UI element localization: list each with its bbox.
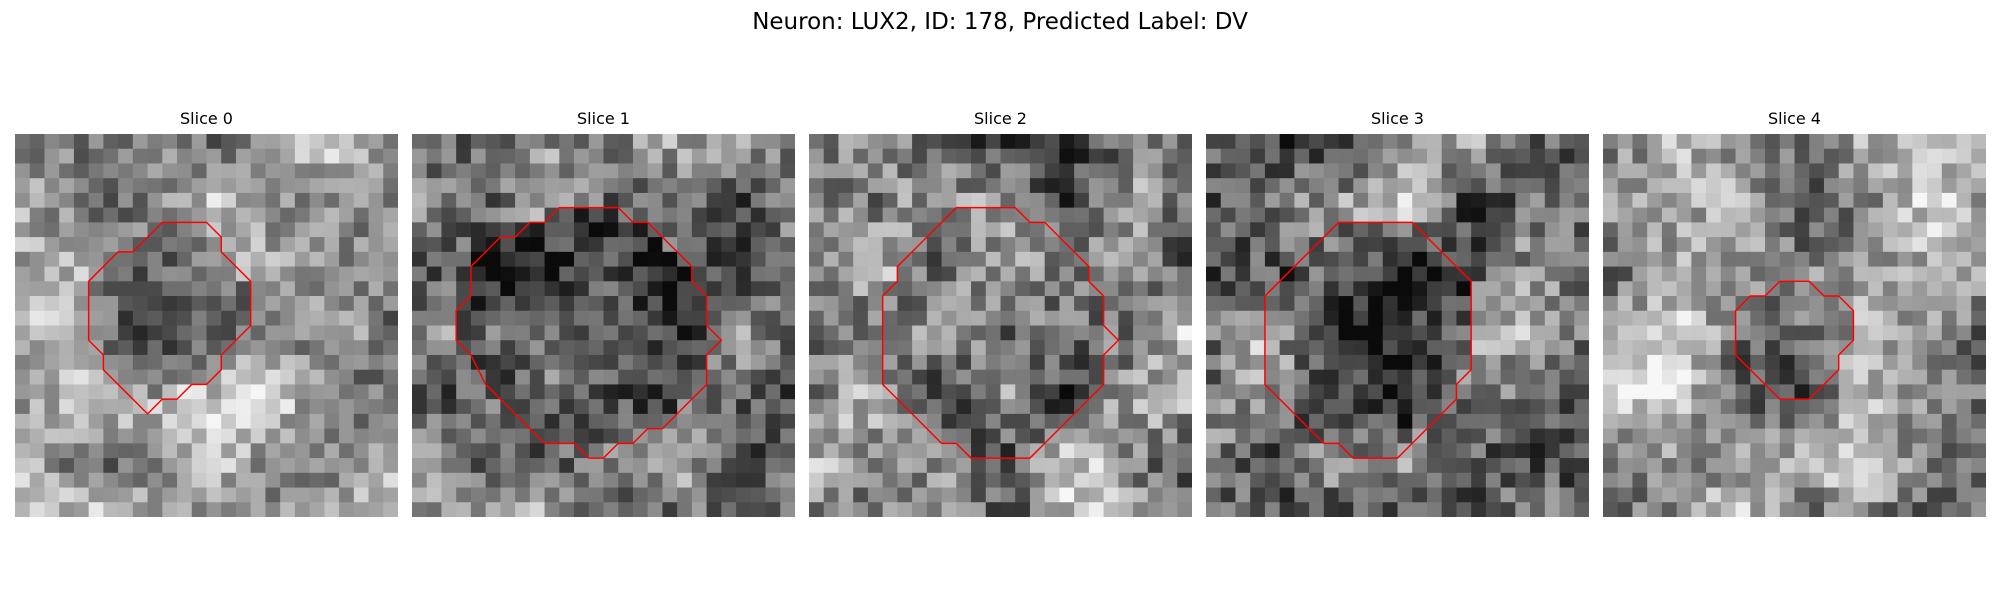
slice-4-pixels (1603, 134, 1986, 517)
slice-3-title: Slice 3 (1371, 109, 1424, 128)
slice-0-pixels (15, 134, 398, 517)
slice-3-svg (1206, 134, 1589, 517)
slice-2-image (809, 134, 1192, 517)
figure-title: Neuron: LUX2, ID: 178, Predicted Label: … (752, 9, 1248, 35)
slice-3-contour (1264, 221, 1472, 459)
slice-1-pixels (412, 134, 795, 517)
slice-1-image (412, 134, 795, 517)
slice-0-contour (87, 221, 252, 415)
slice-2-title: Slice 2 (974, 109, 1027, 128)
slice-0-title: Slice 0 (180, 109, 233, 128)
slice-1-title: Slice 1 (577, 109, 630, 128)
slice-0-svg (15, 134, 398, 517)
slice-4-image (1603, 134, 1986, 517)
slice-0-image (15, 134, 398, 517)
slice-4-contour (1734, 280, 1855, 400)
slice-4-svg (1603, 134, 1986, 517)
slice-2-pixels (809, 134, 1192, 517)
slice-4-title: Slice 4 (1768, 109, 1821, 128)
slice-1-svg (412, 134, 795, 517)
slice-3-pixels (1206, 134, 1589, 517)
slice-3-image (1206, 134, 1589, 517)
slice-2-svg (809, 134, 1192, 517)
slice-2-contour (881, 206, 1120, 459)
slice-1-contour (455, 206, 723, 459)
